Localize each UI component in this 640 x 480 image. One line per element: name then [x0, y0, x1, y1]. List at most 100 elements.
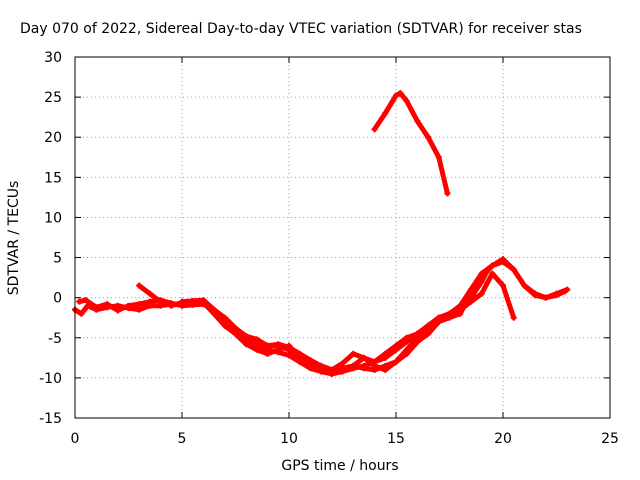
data-point [397, 90, 404, 97]
data-point [264, 350, 271, 357]
data-point [553, 290, 560, 297]
data-point [542, 294, 549, 301]
data-point [286, 344, 292, 351]
data-point [78, 310, 85, 317]
data-point [253, 336, 260, 343]
data-point [425, 322, 432, 329]
data-point [318, 362, 325, 369]
data-point [350, 362, 357, 369]
data-point [76, 298, 83, 305]
x-tick-label: 15 [387, 431, 405, 447]
data-point [296, 350, 303, 357]
data-point [307, 357, 314, 364]
data-point [393, 92, 399, 99]
data-point [189, 297, 196, 304]
data-point [82, 297, 89, 304]
data-point [403, 346, 410, 353]
data-point [425, 328, 432, 335]
data-point [125, 302, 132, 309]
data-point [371, 362, 378, 369]
data-point [444, 190, 451, 197]
series-line-track-3 [136, 271, 517, 377]
data-point [211, 306, 218, 313]
chart-title: Day 070 of 2022, Sidereal Day-to-day VTE… [20, 21, 582, 37]
data-point [168, 302, 175, 309]
y-tick-label: 10 [44, 210, 62, 226]
y-tick-label: 20 [44, 130, 62, 146]
data-point [146, 290, 153, 297]
data-point [446, 314, 453, 321]
y-tick-label: 25 [44, 90, 62, 106]
data-point [232, 330, 239, 337]
data-point [243, 333, 250, 340]
data-point [179, 298, 185, 305]
data-point [264, 342, 271, 349]
data-point [328, 366, 335, 373]
ticks: 0 5 10 15 20 25 -15 -10 -5 0 5 10 15 20 25 30 [39, 50, 619, 447]
data-point [157, 298, 164, 305]
data-point [339, 360, 346, 367]
data-point [136, 306, 143, 313]
data-point [232, 325, 239, 332]
data-point [93, 304, 100, 311]
data-point [467, 290, 474, 297]
y-tick-label: 0 [53, 291, 62, 307]
plot-frame [74, 56, 611, 419]
data-point [500, 282, 506, 289]
data-point [275, 341, 282, 348]
data-point [382, 110, 389, 117]
data-point [478, 290, 485, 297]
data-point [136, 301, 143, 308]
x-tick-label: 5 [178, 431, 187, 447]
data-point [393, 342, 399, 349]
data-point [221, 314, 228, 321]
data-point [114, 307, 121, 314]
data-point [521, 282, 528, 289]
data-point [403, 334, 410, 341]
data-point [478, 274, 485, 281]
data-point [307, 362, 314, 369]
data-point [403, 98, 410, 105]
y-tick-label: -15 [39, 411, 62, 427]
data-point [435, 318, 442, 325]
data-point [360, 354, 367, 361]
data-point [382, 366, 389, 373]
x-tick-label: 25 [601, 431, 619, 447]
data-point [532, 290, 539, 297]
data-point [425, 134, 432, 141]
y-tick-label: 30 [44, 50, 62, 66]
data-point [339, 366, 346, 373]
series-line-track-4 [179, 256, 570, 373]
data-point [489, 262, 496, 269]
series-layer [72, 90, 571, 377]
data-point [275, 346, 282, 353]
y-tick-label: 15 [44, 170, 62, 186]
x-tick-label: 10 [280, 431, 298, 447]
y-tick-label: 5 [53, 251, 62, 267]
data-point [489, 270, 496, 277]
y-axis-label: SDTVAR / TECUs [6, 181, 22, 296]
data-point [146, 298, 153, 305]
data-point [457, 310, 464, 317]
data-point [414, 118, 421, 125]
data-point [500, 256, 506, 263]
data-point [286, 352, 292, 359]
data-point [253, 346, 260, 353]
series-line-track-5 [372, 90, 450, 196]
y-tick-label: -10 [39, 371, 62, 387]
data-point [104, 301, 111, 308]
data-point [200, 297, 207, 304]
data-point [350, 350, 357, 357]
x-axis-label: GPS time / hours [281, 458, 398, 474]
data-point [136, 282, 143, 289]
data-point [243, 341, 250, 348]
y-tick-label: -5 [48, 331, 62, 347]
data-point [435, 154, 442, 161]
x-tick-label: 0 [71, 431, 80, 447]
data-point [510, 314, 517, 321]
data-point [393, 358, 399, 365]
data-point [510, 266, 517, 273]
data-point [564, 286, 571, 293]
data-point [414, 334, 421, 341]
